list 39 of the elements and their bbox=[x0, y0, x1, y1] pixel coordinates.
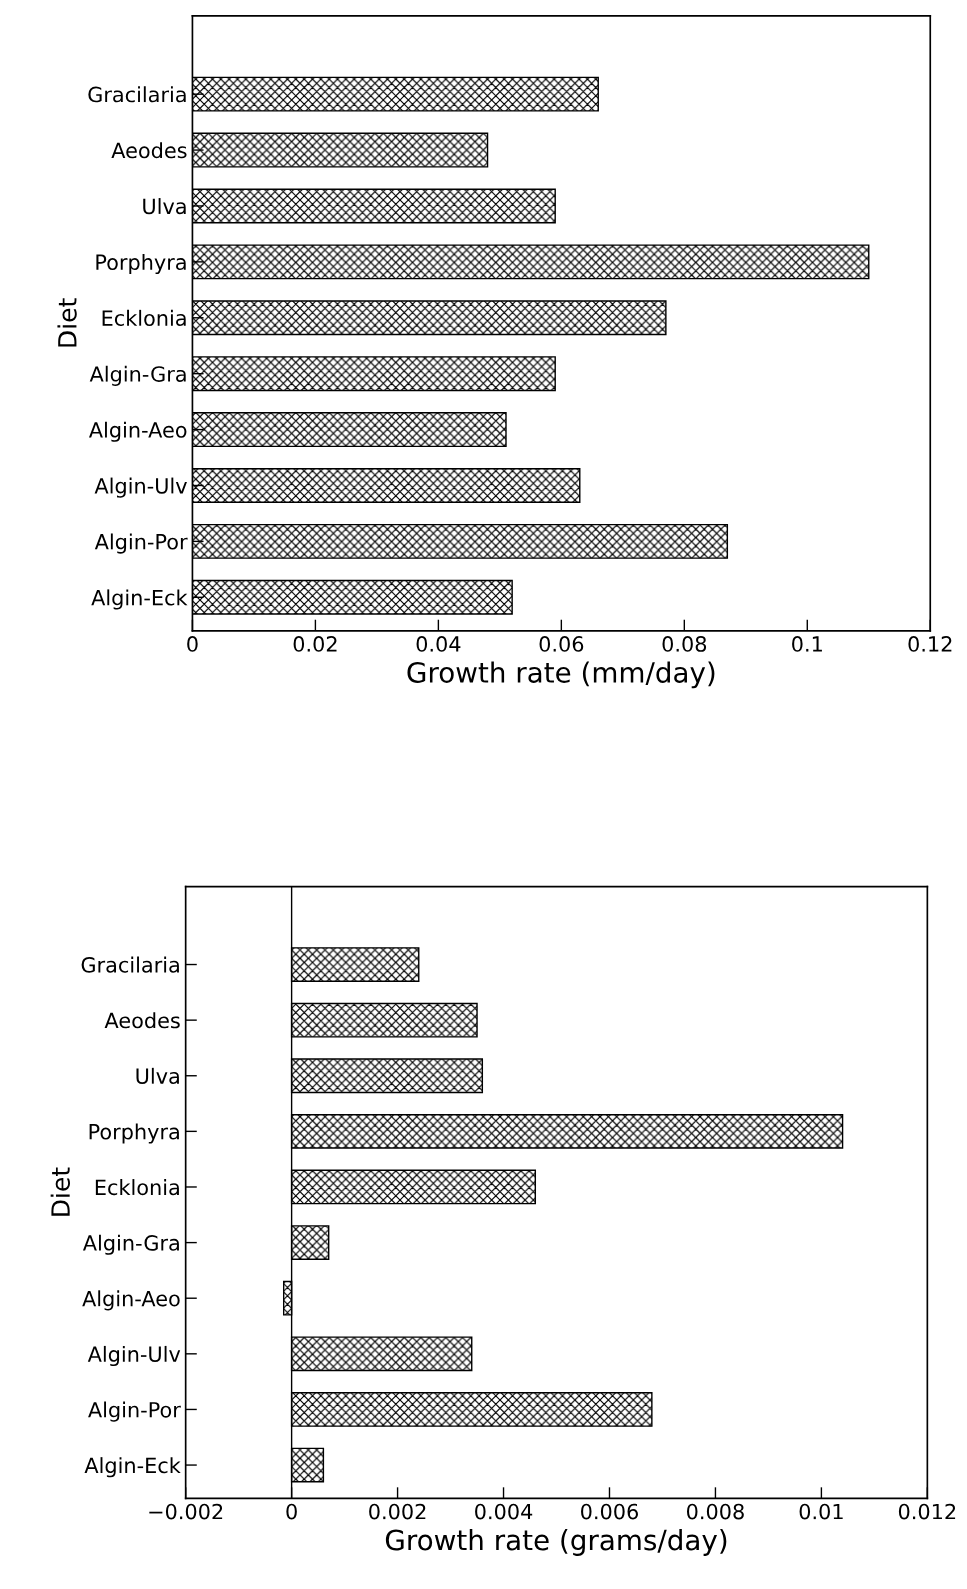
y-tick-label: Aeodes bbox=[111, 142, 187, 159]
y-tick-label: Algin-Gra bbox=[89, 365, 186, 386]
y-tick-label: Ecklonia bbox=[95, 1179, 179, 1196]
y-tick-label: Algin-Gra bbox=[82, 1234, 179, 1255]
x-tick-label: 0.006 bbox=[581, 1503, 638, 1520]
x-tick-label: 0.002 bbox=[369, 1503, 426, 1520]
y-tick-label: Algin-Ulv bbox=[94, 477, 187, 498]
y-tick-label: Ulva bbox=[143, 198, 186, 215]
x-tick-label: 0 bbox=[187, 636, 198, 652]
x-axis-title: Growth rate (mm/day) bbox=[407, 661, 715, 689]
y-tick-label: Aeodes bbox=[104, 1012, 180, 1029]
x-tick-label: 0.06 bbox=[539, 636, 584, 652]
y-axis-title: Diet bbox=[57, 298, 77, 347]
x-tick-label: 0.1 bbox=[792, 636, 822, 652]
x-tick-label: 0.01 bbox=[799, 1503, 843, 1520]
y-tick-label: Algin-Por bbox=[88, 1401, 181, 1422]
y-tick-label: Algin-Eck bbox=[84, 1457, 181, 1478]
y-tick-label: Algin-Aeo bbox=[88, 421, 187, 442]
y-tick-label: Ulva bbox=[136, 1067, 179, 1084]
y-tick-label: Algin-Eck bbox=[91, 589, 188, 610]
y-tick-label: Porphyra bbox=[96, 253, 186, 275]
x-tick-label: 0.012 bbox=[898, 1503, 956, 1520]
x-tick-label: 0.08 bbox=[662, 636, 707, 652]
x-axis-title: Growth rate (grams/day) bbox=[385, 1529, 727, 1556]
y-tick-label: Algin-Ulv bbox=[87, 1345, 181, 1367]
y-tick-label: Porphyra bbox=[89, 1123, 179, 1144]
x-tick-label: 0.004 bbox=[475, 1503, 533, 1520]
x-tick-label: 0 bbox=[286, 1503, 297, 1520]
x-tick-label: 0.04 bbox=[416, 636, 461, 652]
y-tick-label: Gracilaria bbox=[88, 86, 186, 103]
y-tick-label: Gracilaria bbox=[81, 956, 179, 973]
y-axis-title: Diet bbox=[50, 1167, 71, 1216]
y-tick-label: Algin-Aeo bbox=[82, 1290, 180, 1311]
x-tick-label: 0.008 bbox=[686, 1503, 744, 1520]
x-tick-label: 0.12 bbox=[908, 636, 952, 652]
x-tick-label: −0.002 bbox=[149, 1503, 223, 1520]
x-tick-label: 0.02 bbox=[293, 636, 337, 652]
y-tick-label: Ecklonia bbox=[102, 309, 186, 326]
y-tick-label: Algin-Por bbox=[94, 533, 188, 554]
